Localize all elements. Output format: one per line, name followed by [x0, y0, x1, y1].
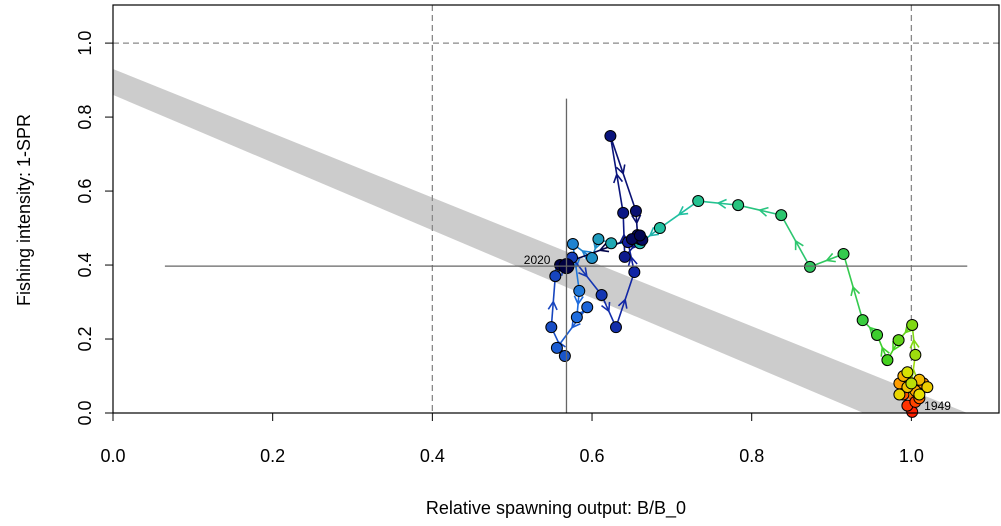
- x-tick-label: 0.2: [260, 446, 285, 466]
- trajectory-arrow: [794, 239, 804, 251]
- x-tick-label: 1.0: [899, 446, 924, 466]
- point: [692, 195, 705, 208]
- point: [595, 289, 608, 302]
- y-axis-title: Fishing intensity: 1-SPR: [14, 114, 34, 306]
- point: [906, 318, 919, 331]
- point: [837, 247, 850, 260]
- x-tick-label: 0.6: [580, 446, 605, 466]
- x-tick-label: 0.4: [420, 446, 445, 466]
- trajectory-arrow: [892, 340, 902, 352]
- y-tick-label: 0.2: [75, 327, 95, 352]
- x-tick-label: 0.0: [100, 446, 125, 466]
- point: [570, 311, 583, 324]
- point: [905, 377, 918, 390]
- point: [618, 250, 631, 263]
- point: [881, 354, 894, 367]
- point: [545, 321, 558, 334]
- trajectory-arrow: [648, 226, 660, 237]
- point: [604, 129, 617, 142]
- trajectory-arrow: [909, 338, 920, 349]
- trajectory-arrow: [598, 242, 610, 253]
- plot-frame: [112, 4, 1000, 414]
- point: [871, 328, 884, 341]
- trajectory-arrow: [615, 164, 626, 176]
- trajectory-arrow: [631, 214, 642, 225]
- point: [558, 350, 571, 363]
- point: [893, 388, 906, 401]
- trajectory-arrow: [880, 345, 890, 357]
- point: [592, 233, 605, 246]
- point: [617, 206, 630, 219]
- point: [901, 366, 914, 379]
- point: [653, 222, 666, 235]
- trajectory-arrow: [612, 172, 624, 184]
- trajectory-arrow: [758, 206, 769, 217]
- point: [775, 209, 788, 222]
- y-tick-label: 0.8: [75, 105, 95, 130]
- trajectory-arrow: [627, 255, 638, 267]
- y-tick-label: 0.0: [75, 400, 95, 425]
- point: [550, 341, 563, 354]
- point: [629, 205, 642, 218]
- point: [732, 199, 745, 212]
- trajectory-arrow: [716, 198, 727, 209]
- point: [803, 260, 816, 273]
- trajectory-arrow: [617, 298, 628, 309]
- point: [581, 301, 594, 314]
- point: [605, 237, 618, 250]
- point: [586, 252, 599, 265]
- point: [856, 314, 869, 327]
- point: [909, 348, 922, 361]
- point: [921, 381, 934, 394]
- point: [628, 266, 641, 279]
- x-tick-label: 0.8: [739, 446, 764, 466]
- trajectory-arrow: [573, 295, 584, 306]
- point: [573, 284, 586, 297]
- point: [633, 229, 646, 242]
- reference-band: [113, 68, 968, 414]
- point: [913, 388, 926, 401]
- start-label: 1949: [924, 399, 951, 413]
- trajectory-arrow: [850, 285, 861, 297]
- trajectory-arrow: [578, 267, 588, 278]
- end-label: 2020: [524, 253, 551, 267]
- point: [566, 237, 579, 250]
- point: [549, 270, 562, 283]
- y-tick-label: 0.6: [75, 179, 95, 204]
- y-tick-label: 0.4: [75, 253, 95, 278]
- point: [892, 334, 905, 347]
- y-tick-label: 1.0: [75, 31, 95, 56]
- trajectory-arrow: [547, 300, 558, 311]
- trajectory-arrow: [601, 301, 611, 313]
- trajectory-arrow: [825, 252, 836, 263]
- trajectory-arrow: [677, 205, 689, 216]
- x-axis-title: Relative spawning output: B/B_0: [426, 498, 686, 519]
- point: [609, 321, 622, 334]
